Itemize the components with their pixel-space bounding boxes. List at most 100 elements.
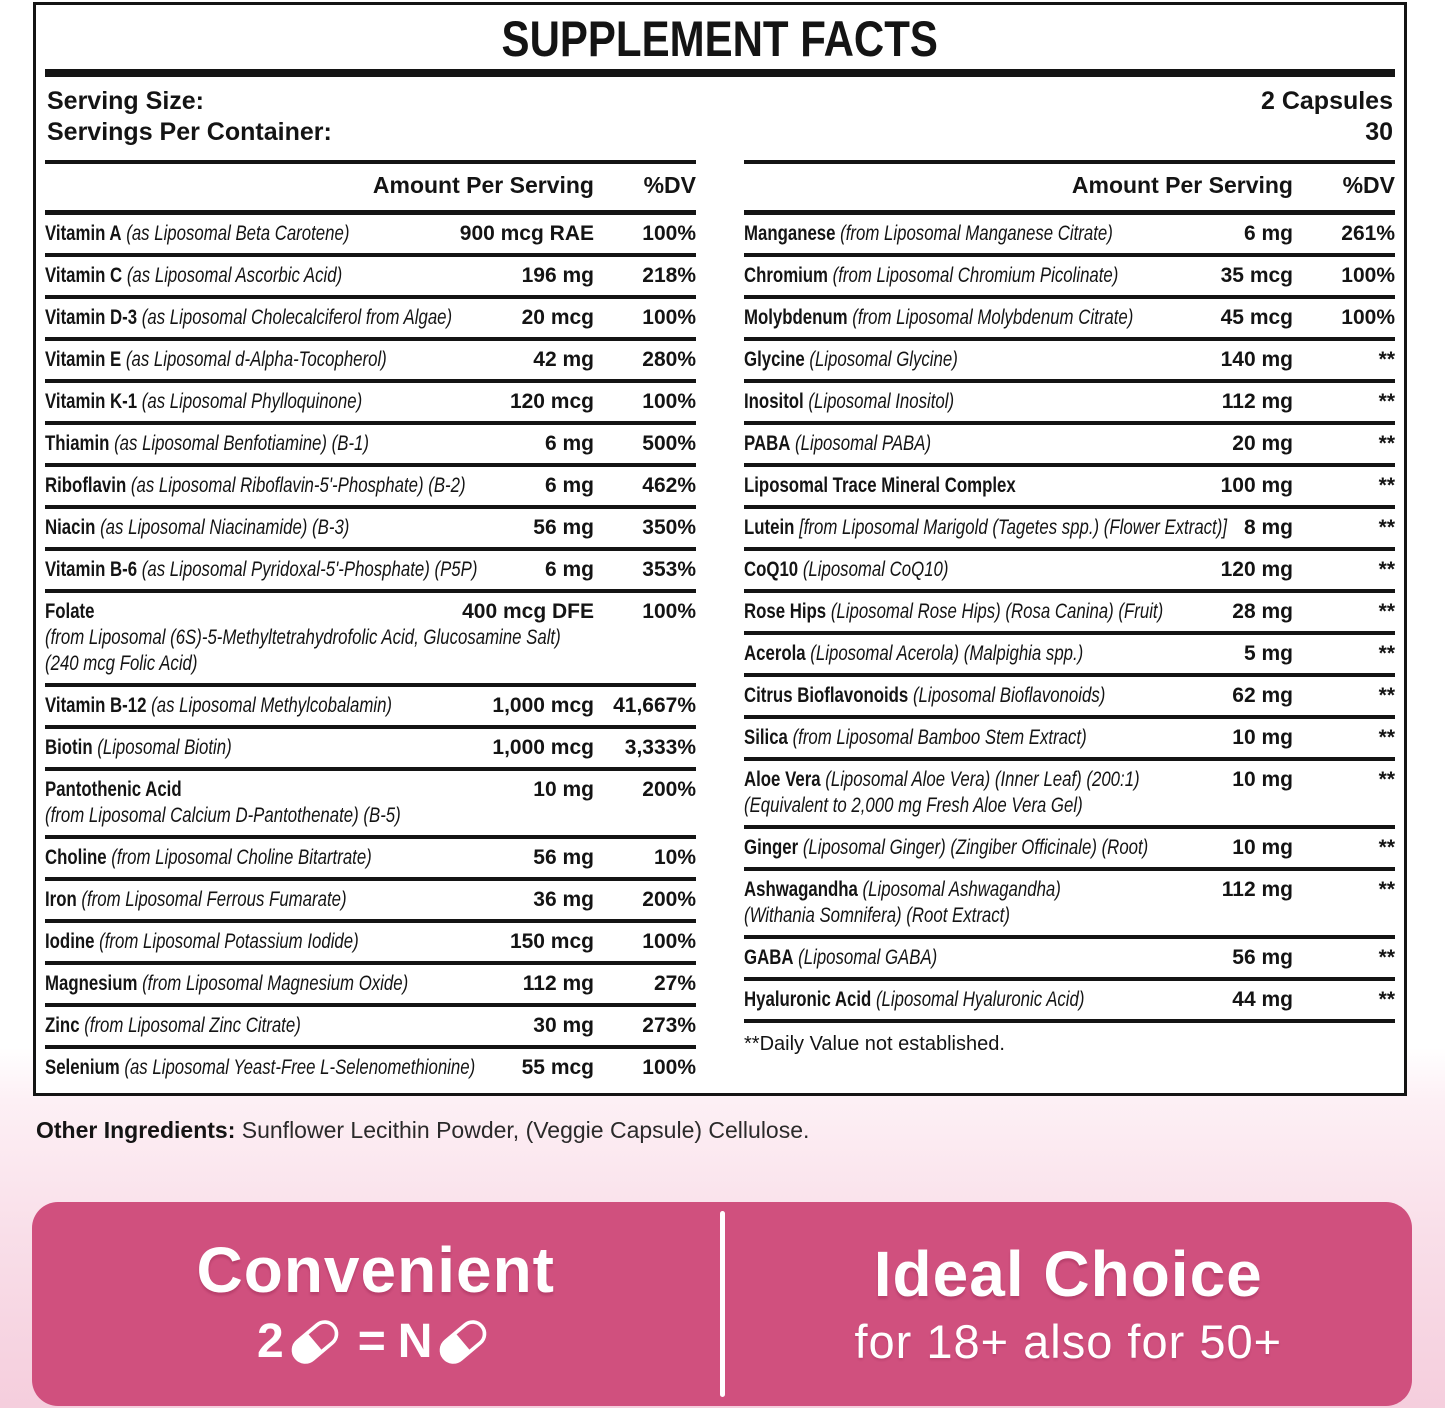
table-row-main: Glycine (Liposomal Glycine) 140 mg ** [744, 347, 1395, 373]
ingredient-name: Rose Hips (Liposomal Rose Hips) (Rosa Ca… [744, 599, 1288, 625]
amount-value: 55 mcg [521, 1056, 594, 1079]
table-row: Ashwagandha (Liposomal Ashwagandha) 112 m… [744, 871, 1395, 939]
ingredient-name: Choline (from Liposomal Choline Bitartra… [45, 845, 589, 871]
table-row: GABA (Liposomal GABA) 56 mg ** [744, 939, 1395, 981]
amount-per-serving-header: Amount Per Serving [372, 172, 594, 198]
facts-columns: Amount Per Serving %DV Vitamin A (as Lip… [45, 160, 1395, 1087]
table-row: Inositol (Liposomal Inositol) 112 mg ** [744, 383, 1395, 425]
dv-value: ** [1378, 642, 1395, 665]
amount-value: 112 mg [1221, 878, 1293, 901]
amount-value: 1,000 mcg [492, 694, 594, 717]
ingredient-title: Glycine [744, 348, 805, 371]
table-row-main: Choline (from Liposomal Choline Bitartra… [45, 845, 696, 871]
ingredient-title: Lutein [744, 516, 795, 539]
ingredient-title: Zinc [45, 1014, 80, 1037]
capsule-icon [291, 1320, 339, 1364]
table-row-main: Vitamin C (as Liposomal Ascorbic Acid) 19… [45, 263, 696, 289]
ingredient-source: (as Liposomal Yeast-Free L-Selenomethion… [119, 1056, 476, 1079]
dv-value: 100% [642, 390, 696, 413]
ingredient-name: Silica (from Liposomal Bamboo Stem Extra… [744, 725, 1288, 751]
amount-value: 28 mg [1232, 600, 1293, 623]
formula-equals: = [357, 1315, 386, 1368]
serving-size-label: Serving Size: [47, 87, 204, 115]
amount-value: 6 mg [1243, 222, 1293, 245]
ingredient-name: Iodine (from Liposomal Potassium Iodide) [45, 929, 589, 955]
table-row: Ginger (Liposomal Ginger) (Zingiber Offi… [744, 829, 1395, 871]
ingredient-title: GABA [744, 946, 794, 969]
ingredient-source: (Liposomal Acerola) (Malpighia spp.) [805, 642, 1084, 665]
dv-value: 273% [642, 1014, 696, 1037]
ingredient-name: Selenium (as Liposomal Yeast-Free L-Sele… [45, 1055, 589, 1081]
ingredient-source: (Liposomal Ashwagandha) [857, 878, 1061, 901]
amount-value: 20 mcg [521, 306, 594, 329]
ingredient-source: (from Liposomal Bamboo Stem Extract) [787, 726, 1087, 749]
amount-value: 45 mcg [1220, 306, 1293, 329]
ingredient-source: (from Liposomal Potassium Iodide) [94, 930, 359, 953]
table-row: Vitamin K-1 (as Liposomal Phylloquinone)… [45, 383, 696, 425]
amount-value: 196 mg [521, 264, 594, 287]
formula-n: N [397, 1315, 433, 1368]
ingredient-name: Inositol (Liposomal Inositol) [744, 389, 1288, 415]
table-row: Niacin (as Liposomal Niacinamide) (B-3) 5… [45, 509, 696, 551]
table-row-main: Iodine (from Liposomal Potassium Iodide)… [45, 929, 696, 955]
table-row: Silica (from Liposomal Bamboo Stem Extra… [744, 719, 1395, 761]
ingredient-source: (as Liposomal Benfotiamine) (B-1) [109, 432, 369, 455]
ingredient-title: Thiamin [45, 432, 110, 455]
dv-value: ** [1378, 836, 1395, 859]
dv-value: ** [1378, 946, 1395, 969]
ingredient-name: Lutein [from Liposomal Marigold (Tagetes… [744, 515, 1288, 541]
ingredient-rows-left: Vitamin A (as Liposomal Beta Carotene) 90… [45, 215, 696, 1087]
table-row: Vitamin B-6 (as Liposomal Pyridoxal-5'-P… [45, 551, 696, 593]
dv-value: 500% [642, 432, 696, 455]
ingredient-name: Chromium (from Liposomal Chromium Picoli… [744, 263, 1288, 289]
column-header-right: Amount Per Serving %DV [744, 160, 1395, 215]
table-row-main: Acerola (Liposomal Acerola) (Malpighia s… [744, 641, 1395, 667]
serving-size-value: 2 Capsules [1260, 87, 1393, 115]
table-row: Vitamin E (as Liposomal d-Alpha-Tocopher… [45, 341, 696, 383]
ingredient-title: Silica [744, 726, 788, 749]
dv-value: ** [1378, 988, 1395, 1011]
ingredient-title: Iron [45, 888, 77, 911]
table-row-main: Selenium (as Liposomal Yeast-Free L-Sele… [45, 1055, 696, 1081]
table-row-main: Zinc (from Liposomal Zinc Citrate) 30 mg 2… [45, 1013, 696, 1039]
amount-value: 62 mg [1232, 684, 1293, 707]
ingredient-source: (from Liposomal Molybdenum Citrate) [847, 306, 1134, 329]
amount-value: 10 mg [1232, 836, 1293, 859]
facts-column-right: Amount Per Serving %DV Manganese (from L… [744, 160, 1395, 1087]
panel-title: SUPPLEMENT FACTS [45, 13, 1395, 65]
amount-value: 8 mg [1243, 516, 1293, 539]
ingredient-title: Vitamin E [45, 348, 122, 371]
ingredient-source: (from Liposomal Magnesium Oxide) [137, 972, 409, 995]
amount-value: 36 mg [533, 888, 594, 911]
ingredient-source: (as Liposomal Ascorbic Acid) [122, 264, 343, 287]
ingredient-name: Vitamin D-3 (as Liposomal Cholecalcifero… [45, 305, 589, 331]
formula-count: 2 [257, 1315, 284, 1368]
amount-value: 6 mg [544, 432, 594, 455]
ingredient-name: Vitamin C (as Liposomal Ascorbic Acid) [45, 263, 589, 289]
ingredient-name: Thiamin (as Liposomal Benfotiamine) (B-1… [45, 431, 589, 457]
dv-value: 350% [642, 516, 696, 539]
table-row: Pantothenic Acid 10 mg 200% (from Liposomal… [45, 771, 696, 839]
ingredient-name: Iron (from Liposomal Ferrous Fumarate) [45, 887, 589, 913]
ingredient-name: Acerola (Liposomal Acerola) (Malpighia s… [744, 641, 1288, 667]
table-row-main: Vitamin B-6 (as Liposomal Pyridoxal-5'-P… [45, 557, 696, 583]
table-row-main: GABA (Liposomal GABA) 56 mg ** [744, 945, 1395, 971]
table-row-main: CoQ10 (Liposomal CoQ10) 120 mg ** [744, 557, 1395, 583]
table-row: Thiamin (as Liposomal Benfotiamine) (B-1… [45, 425, 696, 467]
table-row: Riboflavin (as Liposomal Riboflavin-5'-P… [45, 467, 696, 509]
column-header-left: Amount Per Serving %DV [45, 160, 696, 215]
dv-value: 27% [653, 972, 696, 995]
table-row: Manganese (from Liposomal Manganese Citr… [744, 215, 1395, 257]
table-row-main: Molybdenum (from Liposomal Molybdenum Ci… [744, 305, 1395, 331]
ingredient-name: Aloe Vera (Liposomal Aloe Vera) (Inner L… [744, 767, 1288, 793]
amount-value: 5 mg [1243, 642, 1293, 665]
table-row-main: Silica (from Liposomal Bamboo Stem Extra… [744, 725, 1395, 751]
table-row: Rose Hips (Liposomal Rose Hips) (Rosa Ca… [744, 593, 1395, 635]
ingredient-source: [from Liposomal Marigold (Tagetes spp.) … [794, 516, 1227, 539]
dv-value: ** [1378, 768, 1395, 791]
dv-value: ** [1378, 684, 1395, 707]
servings-per-container-value: 30 [1365, 118, 1393, 146]
other-ingredients-label: Other Ingredients: [36, 1117, 236, 1143]
ingredient-source: (as Liposomal Cholecalciferol from Algae… [137, 306, 453, 329]
serving-info: Serving Size: 2 Capsules Servings Per Co… [45, 77, 1395, 160]
